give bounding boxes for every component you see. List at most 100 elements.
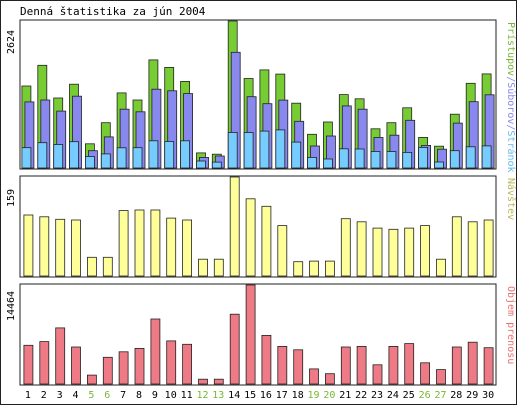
legend: Objem prenosu <box>505 286 516 364</box>
bar-visits-10 <box>166 217 177 277</box>
bar-traffic-28 <box>451 346 462 385</box>
bar-hits-29 <box>465 146 476 169</box>
bar-traffic-9 <box>150 318 161 385</box>
bar-traffic-29 <box>467 341 478 385</box>
panel-frame <box>19 19 497 170</box>
bar-traffic-14 <box>229 313 240 385</box>
bar-visits-25 <box>404 227 415 277</box>
y-max-label: 2624 <box>6 30 17 54</box>
bar-visits-13 <box>213 258 224 277</box>
bar-visits-22 <box>356 221 367 277</box>
bar-visits-3 <box>55 218 66 277</box>
legend-entry: Návštev <box>505 178 517 220</box>
bar-hits-9 <box>148 140 159 169</box>
bar-hits-15 <box>243 132 254 169</box>
bar-hits-30 <box>481 145 492 169</box>
bar-traffic-4 <box>71 346 81 385</box>
x-tick-label: 11 <box>181 390 193 401</box>
x-tick-label: 7 <box>120 390 126 401</box>
bar-traffic-10 <box>166 340 177 385</box>
x-tick-label: 15 <box>244 390 256 401</box>
bar-visits-14 <box>229 176 240 277</box>
bar-hits-8 <box>132 147 143 169</box>
y-max-label: 159 <box>6 189 17 207</box>
bar-traffic-19 <box>309 368 319 385</box>
bar-traffic-27 <box>436 369 446 385</box>
bar-traffic-11 <box>182 343 193 385</box>
bar-hits-13 <box>211 161 222 169</box>
bar-visits-18 <box>293 261 304 277</box>
bar-hits-22 <box>354 148 365 169</box>
legend-separator: / <box>505 76 516 82</box>
bar-visits-7 <box>118 210 129 277</box>
legend: Prístupov/Súborov/Stránok <box>505 22 517 173</box>
bar-traffic-30 <box>483 347 494 385</box>
bar-traffic-21 <box>340 346 351 385</box>
bar-visits-12 <box>198 258 208 277</box>
series-Návštev <box>23 176 494 277</box>
bar-visits-8 <box>134 209 145 277</box>
bar-visits-27 <box>436 258 446 277</box>
bar-hits-25 <box>402 151 413 169</box>
bar-hits-14 <box>227 131 238 169</box>
bar-traffic-13 <box>213 378 224 385</box>
x-tick-label: 8 <box>136 390 142 401</box>
bar-hits-5 <box>85 156 95 169</box>
bar-hits-27 <box>434 161 444 169</box>
x-tick-label: 22 <box>355 390 367 401</box>
bar-traffic-25 <box>404 343 415 385</box>
x-tick-label: 16 <box>260 390 272 401</box>
x-tick-label: 14 <box>228 390 240 401</box>
bar-visits-6 <box>102 256 113 277</box>
bar-hits-10 <box>164 141 175 169</box>
panel-visits: 159 Návštev <box>6 175 517 278</box>
bar-visits-23 <box>372 227 383 277</box>
bar-hits-6 <box>100 153 111 169</box>
bar-traffic-8 <box>134 347 145 385</box>
bar-hits-7 <box>116 147 127 169</box>
bar-traffic-17 <box>277 345 288 385</box>
legend: Návštev <box>505 178 517 220</box>
bar-visits-26 <box>420 225 431 277</box>
bar-visits-29 <box>467 221 478 277</box>
legend-entry: Prístupov <box>505 22 517 76</box>
panel-hits: 2624 Prístupov/Súborov/Stránok <box>6 19 517 173</box>
bar-visits-21 <box>340 218 351 277</box>
bar-visits-16 <box>261 205 272 277</box>
x-tick-label: 9 <box>152 390 158 401</box>
x-tick-label: 20 <box>323 390 335 401</box>
bar-traffic-23 <box>372 364 383 385</box>
x-tick-label: 27 <box>434 390 446 401</box>
bar-traffic-3 <box>55 327 66 385</box>
x-tick-label: 5 <box>88 390 94 401</box>
bar-hits-19 <box>307 156 317 169</box>
bar-visits-28 <box>451 216 462 277</box>
bar-traffic-20 <box>324 373 335 385</box>
bar-visits-9 <box>150 209 161 277</box>
bar-hits-1 <box>21 147 32 169</box>
bar-traffic-18 <box>293 349 304 385</box>
x-tick-label: 25 <box>403 390 415 401</box>
bar-hits-16 <box>259 130 270 169</box>
x-tick-label: 29 <box>466 390 478 401</box>
x-tick-label: 10 <box>165 390 177 401</box>
x-tick-label: 13 <box>212 390 224 401</box>
legend-entry: Stránok <box>505 130 517 172</box>
bar-traffic-16 <box>261 334 272 385</box>
bar-hits-26 <box>418 146 429 169</box>
x-tick-label: 30 <box>482 390 494 401</box>
bar-visits-15 <box>245 198 256 277</box>
chart-title: Denná štatistika za jún 2004 <box>20 5 206 18</box>
y-max-label: 14464 <box>6 291 17 321</box>
bar-hits-17 <box>275 129 286 169</box>
x-tick-label: 18 <box>292 390 304 401</box>
bar-hits-11 <box>180 140 191 169</box>
x-tick-label: 21 <box>339 390 351 401</box>
x-tick-label: 4 <box>72 390 78 401</box>
bar-traffic-26 <box>420 362 431 385</box>
bar-visits-5 <box>87 256 97 277</box>
bar-traffic-15 <box>245 284 256 385</box>
x-tick-label: 26 <box>419 390 431 401</box>
bar-visits-19 <box>309 260 319 277</box>
